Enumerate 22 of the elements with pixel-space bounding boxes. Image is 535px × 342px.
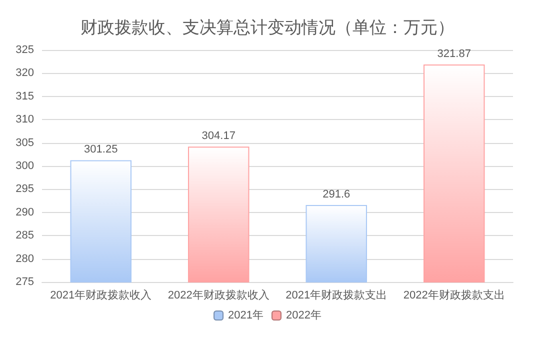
- y-tick-label: 310: [16, 114, 34, 126]
- y-tick-label: 305: [16, 136, 34, 149]
- x-tick-label: 2022年财政拨款收入: [168, 288, 270, 302]
- data-label: 321.87: [437, 48, 471, 60]
- y-tick-label: 285: [16, 230, 34, 242]
- data-label: 301.25: [84, 144, 118, 156]
- chart-title: 财政拨款收、支决算总计变动情况（单位：万元）: [80, 18, 454, 37]
- y-tick-label: 300: [16, 160, 34, 172]
- data-label: 304.17: [202, 130, 236, 142]
- y-tick-label: 325: [16, 44, 34, 56]
- y-tick-label: 275: [16, 276, 34, 288]
- y-tick-label: 280: [16, 252, 34, 265]
- x-tick-label: 2021年财政拨款收入: [50, 288, 152, 302]
- legend-label: 2021年: [228, 310, 264, 322]
- legend-label: 2022年: [286, 310, 322, 322]
- y-tick-label: 290: [16, 206, 34, 218]
- x-tick-label: 2021年财政拨款支出: [286, 288, 388, 302]
- x-tick-label: 2022年财政拨款支出: [403, 288, 505, 302]
- y-tick-label: 315: [16, 90, 34, 102]
- data-label: 291.6: [322, 188, 350, 200]
- y-tick-label: 295: [16, 183, 34, 196]
- y-tick-label: 320: [16, 67, 34, 80]
